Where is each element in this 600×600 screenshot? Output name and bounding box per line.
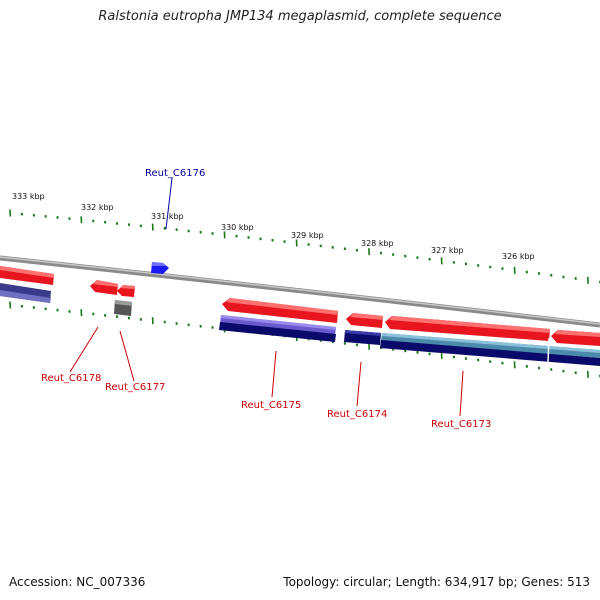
accession-text: Accession: NC_007336 — [9, 575, 146, 589]
kbp-label-327: 327 kbp — [431, 246, 464, 255]
label-reut-c6176[interactable]: Reut_C6176 — [145, 168, 205, 179]
gene-reut-c6173[interactable] — [385, 316, 550, 341]
gene-right-edge[interactable] — [551, 330, 600, 346]
kbp-label-326: 326 kbp — [502, 252, 535, 261]
gene-reut-c6177[interactable] — [117, 285, 135, 297]
kbp-label-329: 329 kbp — [291, 231, 324, 240]
gene-reut-c6176[interactable] — [151, 262, 169, 274]
kbp-label-330: 330 kbp — [221, 223, 254, 232]
leader-reut-c6173 — [459, 370, 464, 417]
cds-reut-c6173-teal — [381, 333, 600, 358]
leader-reut-c6175 — [271, 350, 277, 398]
cds-reut-c6173-dark — [380, 340, 600, 366]
kbp-label-328: 328 kbp — [361, 239, 394, 248]
label-reut-c6178[interactable]: Reut_C6178 — [41, 373, 101, 384]
gene-reut-c6178[interactable] — [90, 280, 118, 295]
leader-reut-c6176 — [165, 177, 173, 230]
cds-reut-c6177 — [114, 300, 132, 316]
plasmid-backbone — [0, 255, 600, 328]
leader-reut-c6178 — [69, 326, 99, 373]
kbp-label-332: 332 kbp — [81, 203, 114, 212]
summary-text: Topology: circular; Length: 634,917 bp; … — [283, 575, 590, 589]
leader-reut-c6177 — [119, 330, 135, 382]
gene-reut-c6174[interactable] — [346, 313, 383, 328]
leader-reut-c6174 — [356, 361, 362, 407]
cds-reut-c6174 — [344, 330, 381, 345]
cds-reut-c6175-light — [220, 315, 336, 335]
cds-reut-c6175-dark — [219, 322, 336, 342]
gene-reut-c6175[interactable] — [222, 298, 338, 323]
map-title: Ralstonia eutropha JMP134 megaplasmid, c… — [98, 9, 502, 24]
label-reut-c6173[interactable]: Reut_C6173 — [431, 419, 491, 430]
cds-left-edge — [0, 283, 51, 303]
label-reut-c6174[interactable]: Reut_C6174 — [327, 409, 387, 420]
label-reut-c6175[interactable]: Reut_C6175 — [241, 400, 301, 411]
kbp-label-333: 333 kbp — [12, 192, 45, 201]
gene-left-edge[interactable] — [0, 266, 54, 285]
outer-ticks — [9, 209, 600, 284]
label-reut-c6177[interactable]: Reut_C6177 — [105, 382, 165, 393]
